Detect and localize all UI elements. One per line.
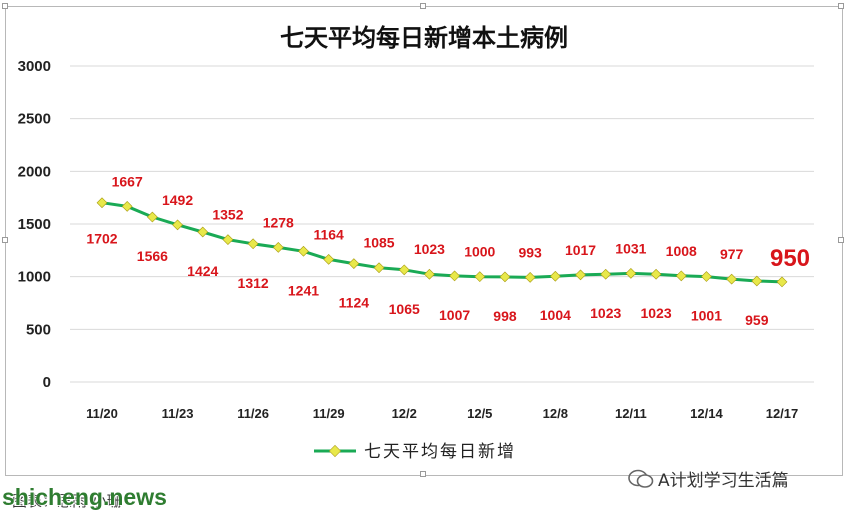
- data-point: [726, 273, 738, 285]
- data-label: 1000: [464, 244, 495, 260]
- data-point: [625, 268, 637, 279]
- y-tick-label: 2000: [18, 163, 51, 180]
- resize-handle-top-right[interactable]: [838, 3, 844, 9]
- data-point: [524, 272, 536, 283]
- data-label: 1017: [565, 242, 596, 258]
- data-label: 1085: [363, 235, 394, 251]
- y-tick-label: 1500: [18, 216, 51, 233]
- data-point: [424, 268, 435, 280]
- data-label: 1566: [137, 248, 168, 264]
- data-point: [222, 234, 234, 245]
- resize-handle-bottom[interactable]: [420, 471, 426, 477]
- y-tick-label: 2500: [18, 111, 51, 128]
- legend: 七天平均每日新增: [314, 442, 516, 462]
- data-point: [650, 268, 662, 280]
- data-label: 998: [493, 308, 517, 324]
- legend-label: 七天平均每日新增: [364, 442, 516, 462]
- data-point: [121, 201, 133, 212]
- data-point: [323, 254, 335, 265]
- data-labels: 1702 1667 1566 1492 1424 1352 1312 1278 1241 1164…: [86, 173, 810, 328]
- data-point: [197, 226, 209, 238]
- y-tick-label: 3000: [18, 58, 51, 75]
- x-tick-label: 11/23: [162, 406, 194, 421]
- data-label: 959: [745, 312, 769, 328]
- y-tick-label: 1000: [18, 269, 51, 286]
- y-tick-label: 500: [26, 321, 51, 338]
- data-point: [675, 270, 687, 282]
- caption-authors: 思雨 小珊: [57, 492, 122, 510]
- chart-grid: [70, 65, 814, 383]
- data-point: [449, 270, 460, 282]
- resize-handle-top-left[interactable]: [2, 3, 8, 9]
- data-label: 950: [770, 245, 810, 272]
- y-tick-label: 0: [43, 374, 51, 391]
- chart-title: 七天平均每日新增本土病例: [280, 24, 568, 52]
- data-label: 1424: [187, 263, 218, 279]
- data-label: 1278: [263, 214, 294, 230]
- data-label: 1702: [86, 231, 117, 247]
- data-label: 1023: [590, 305, 621, 321]
- data-point: [575, 269, 586, 281]
- data-point: [247, 238, 259, 250]
- data-point: [298, 245, 309, 257]
- x-tick-label: 12/11: [615, 406, 647, 421]
- legend-marker: [328, 444, 342, 458]
- y-axis: 0 500 1000 1500 2000 2500 3000: [18, 58, 51, 391]
- data-point: [96, 197, 108, 209]
- data-label: 977: [720, 246, 744, 262]
- data-label: 993: [518, 244, 542, 260]
- x-tick-label: 12/5: [467, 406, 492, 421]
- data-label: 1031: [615, 240, 646, 256]
- x-tick-label: 11/20: [86, 406, 118, 421]
- data-label: 1008: [666, 243, 697, 259]
- account-watermark: A计划学习生活篇: [628, 466, 789, 491]
- site-watermark: shicheng.news: [2, 484, 167, 510]
- data-point: [348, 258, 360, 269]
- x-tick-label: 12/14: [690, 406, 723, 421]
- data-label: 1124: [339, 295, 370, 311]
- chart-frame: [5, 6, 843, 476]
- data-label: 1023: [414, 241, 445, 257]
- data-label: 1007: [439, 307, 470, 323]
- data-point: [776, 276, 788, 288]
- data-point: [172, 219, 183, 231]
- data-point: [272, 242, 284, 253]
- data-label: 1023: [640, 305, 671, 321]
- data-point: [549, 270, 561, 282]
- x-tick-label: 12/8: [543, 406, 568, 421]
- data-label: 1312: [238, 275, 269, 291]
- resize-handle-right[interactable]: [838, 237, 844, 243]
- resize-handle-top[interactable]: [420, 3, 426, 9]
- data-point: [499, 271, 511, 283]
- resize-handle-left[interactable]: [2, 237, 8, 243]
- data-point: [146, 211, 158, 223]
- data-label: 1352: [212, 207, 243, 223]
- series-markers: [96, 197, 788, 288]
- data-label: 1065: [389, 301, 420, 317]
- data-label: 1241: [288, 282, 319, 298]
- data-point: [751, 275, 763, 287]
- account-name: A计划学习生活篇: [658, 471, 789, 491]
- x-tick-label: 12/2: [392, 406, 417, 421]
- data-point: [373, 262, 385, 274]
- data-label: 1001: [691, 308, 722, 324]
- data-point: [600, 268, 612, 280]
- data-label: 1004: [540, 307, 571, 323]
- x-tick-label: 12/17: [766, 406, 799, 421]
- x-tick-label: 11/26: [237, 406, 269, 421]
- caption-prefix: 图表：: [12, 492, 58, 510]
- data-label: 1164: [313, 226, 344, 242]
- series-line: [101, 201, 783, 284]
- wechat-icon: [628, 469, 654, 489]
- chart-caption: 图表：思雨 小珊: [12, 490, 122, 511]
- x-tick-label: 11/29: [313, 406, 345, 421]
- data-point: [398, 264, 410, 276]
- data-label: 1667: [112, 173, 143, 189]
- data-point: [474, 271, 486, 283]
- x-axis: 11/20 11/23 11/26 11/29 12/2 12/5 12/8 12/11 12/…: [86, 406, 798, 421]
- data-label: 1492: [162, 192, 193, 208]
- data-point: [701, 271, 712, 282]
